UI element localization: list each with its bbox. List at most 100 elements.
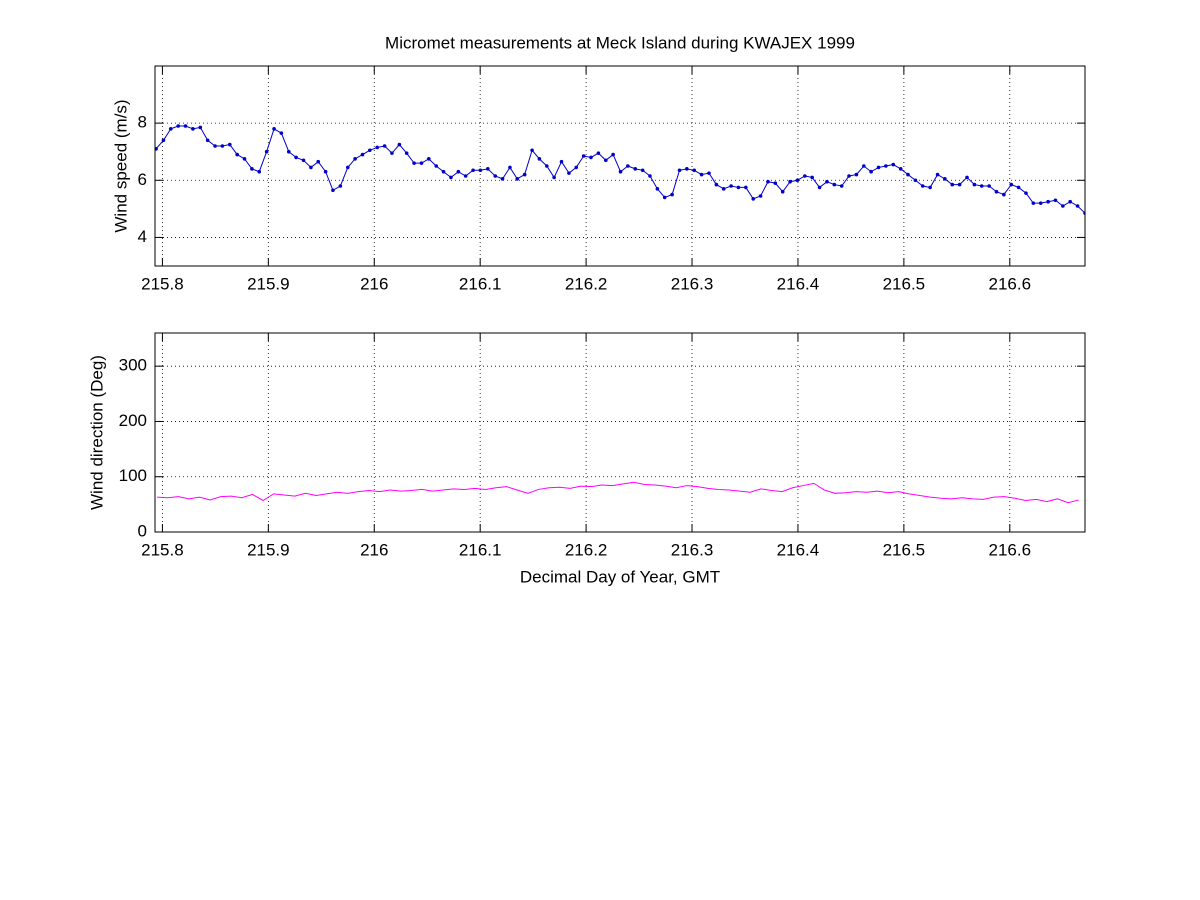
point [227, 142, 232, 147]
point [1038, 201, 1043, 205]
point [935, 172, 940, 177]
point [522, 172, 527, 177]
point [390, 151, 394, 155]
x-tick-label: 216.3 [671, 540, 714, 559]
point [353, 157, 357, 161]
point [876, 165, 881, 170]
x-tick-label: 216.5 [883, 540, 926, 559]
point [1031, 201, 1036, 205]
point [854, 172, 859, 177]
point [751, 197, 756, 201]
point [272, 127, 276, 131]
point [286, 149, 291, 154]
point [463, 174, 468, 178]
y-tick-label: 6 [138, 170, 147, 189]
point [220, 144, 225, 148]
point [648, 174, 652, 178]
y-tick-label: 4 [138, 227, 147, 246]
point [530, 148, 534, 153]
plot-content [155, 124, 1085, 215]
point [331, 188, 335, 193]
point [884, 164, 888, 168]
x-tick-label: 216.4 [777, 274, 820, 293]
point [155, 147, 158, 151]
point [1016, 185, 1021, 190]
point [471, 168, 475, 173]
point [478, 168, 483, 173]
plot-area [154, 332, 1086, 533]
point [235, 152, 239, 157]
point [1053, 198, 1058, 203]
point [950, 182, 955, 187]
point [368, 148, 372, 153]
point [869, 169, 873, 174]
point [736, 185, 741, 190]
point [1002, 192, 1006, 197]
x-tick-label: 215.8 [141, 540, 184, 559]
point [891, 162, 896, 167]
point [574, 165, 579, 170]
y-axis-label: Wind speed (m/s) [111, 99, 130, 232]
point [316, 159, 321, 164]
point [515, 177, 520, 181]
point [611, 152, 615, 157]
y-tick-label: 0 [138, 521, 147, 540]
point [920, 184, 925, 188]
point [345, 165, 350, 170]
point [626, 164, 630, 168]
point [847, 174, 851, 178]
x-tick-label: 216.3 [671, 274, 714, 293]
point [633, 167, 638, 171]
point [803, 174, 807, 178]
series-line [157, 481, 1079, 504]
point [1068, 199, 1072, 204]
x-tick-label: 216.1 [459, 274, 502, 293]
point [552, 175, 556, 180]
point [382, 144, 387, 148]
point [957, 182, 962, 187]
point [1075, 204, 1080, 208]
point [427, 157, 431, 161]
point [744, 185, 748, 190]
point [640, 168, 645, 173]
point [832, 182, 837, 187]
point [434, 164, 439, 168]
x-tick-label: 215.9 [247, 540, 290, 559]
point [176, 124, 180, 128]
point [714, 182, 719, 187]
point [1061, 204, 1065, 208]
point [898, 167, 903, 171]
point [168, 127, 173, 131]
point [449, 175, 453, 180]
point [810, 175, 814, 180]
point [972, 182, 977, 187]
point [257, 169, 262, 174]
x-tick-label: 216.6 [989, 540, 1032, 559]
point [264, 149, 269, 154]
point [213, 144, 217, 148]
point [662, 195, 667, 200]
point [486, 167, 490, 171]
point [161, 138, 166, 143]
y-axis-label: Wind direction (Deg) [87, 355, 106, 510]
point [198, 125, 203, 130]
point [913, 178, 918, 183]
point [412, 161, 416, 165]
point [456, 169, 461, 174]
point [559, 159, 564, 164]
point [1024, 191, 1028, 195]
point [817, 185, 822, 190]
point [655, 187, 660, 191]
point [979, 184, 984, 188]
point [338, 184, 343, 188]
point [183, 124, 188, 128]
point [589, 155, 593, 160]
x-tick-label: 215.8 [141, 274, 184, 293]
point [301, 158, 306, 163]
y-tick-label: 200 [119, 411, 147, 430]
point [360, 152, 365, 157]
plot-content [157, 481, 1079, 504]
point [309, 165, 313, 170]
x-tick-label: 216.4 [777, 540, 820, 559]
